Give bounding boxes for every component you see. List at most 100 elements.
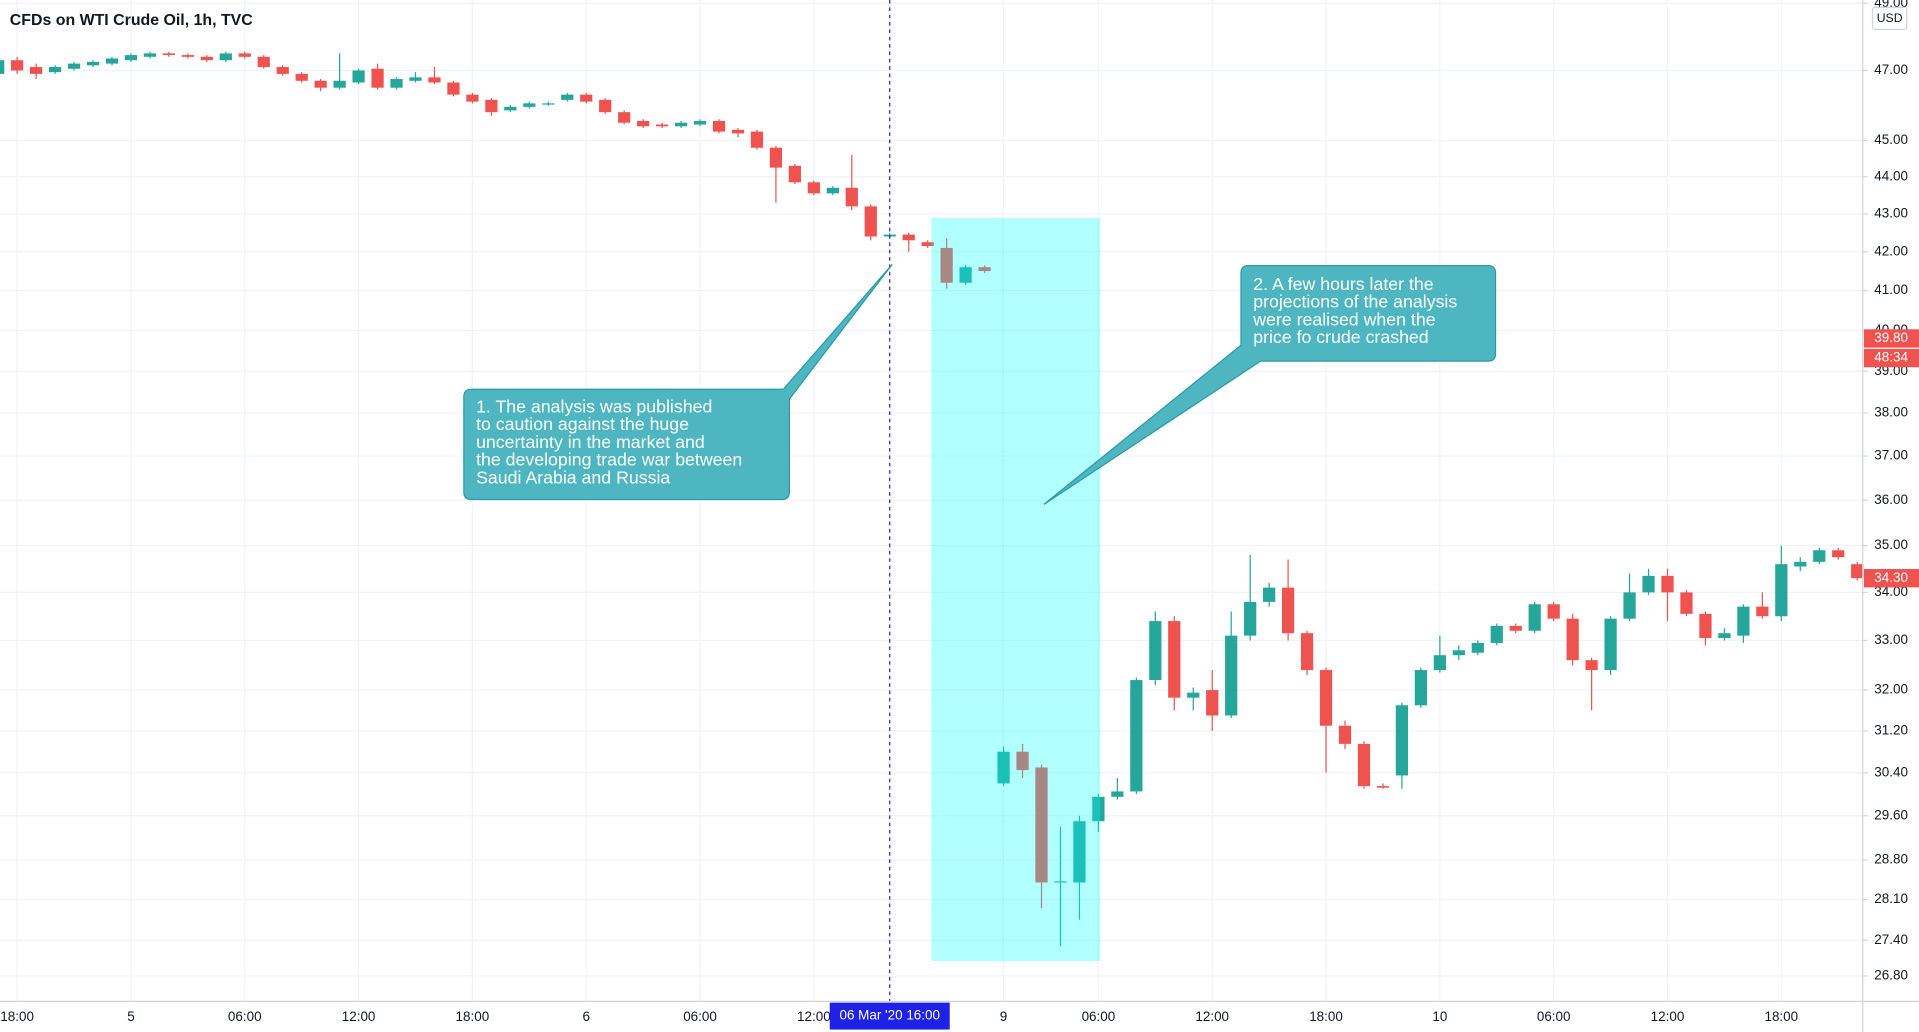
y-tick-label: 28.10 xyxy=(1874,891,1908,906)
candle-body xyxy=(1016,751,1029,771)
candle-body xyxy=(1263,587,1276,602)
candle-body xyxy=(1718,633,1731,639)
candle-body xyxy=(1319,670,1333,726)
candle-body xyxy=(219,53,232,61)
candle-body xyxy=(238,53,251,57)
candle-body xyxy=(523,103,536,107)
candle-body xyxy=(864,206,877,237)
candle-body xyxy=(409,77,422,81)
x-tick-label: 5 xyxy=(127,1009,134,1024)
candle-body xyxy=(257,56,270,68)
x-tick-label: 18:00 xyxy=(0,1009,34,1024)
candle-body xyxy=(276,67,289,74)
candle-body xyxy=(1585,660,1598,671)
candle-body xyxy=(1471,642,1484,653)
candle-body xyxy=(637,120,650,127)
candle-body xyxy=(1149,621,1162,681)
candle-body xyxy=(807,182,820,194)
candle-body xyxy=(674,122,688,127)
candle-body xyxy=(1547,604,1560,619)
candle-body xyxy=(390,79,403,88)
candle-body xyxy=(1490,625,1503,643)
y-tick-label: 29.60 xyxy=(1874,807,1908,822)
y-tick-label: 49.00 xyxy=(1874,0,1908,10)
candle-body xyxy=(1206,690,1219,716)
candle-body xyxy=(1111,791,1124,797)
candle-body xyxy=(655,124,669,127)
candle-body xyxy=(750,131,764,148)
crosshair-label-box xyxy=(829,1002,950,1030)
callout-text: uncertainty in the market and xyxy=(476,432,705,452)
candle-body xyxy=(940,247,953,283)
candle-body xyxy=(1054,881,1067,883)
highlight-zone xyxy=(931,217,1101,961)
candle-body xyxy=(1832,550,1845,558)
y-tick-label: 28.80 xyxy=(1874,851,1908,866)
candle-body xyxy=(314,80,327,88)
y-tick-label: 37.00 xyxy=(1874,448,1908,463)
candle-body xyxy=(580,94,593,102)
candle-body xyxy=(1281,587,1295,634)
x-tick-label: 12:00 xyxy=(342,1009,376,1024)
candle-body xyxy=(1509,625,1522,631)
candle-body xyxy=(1168,621,1181,698)
callout-text: 1. The analysis was published xyxy=(476,396,712,416)
candle-body xyxy=(124,55,138,61)
callout-text: projections of the analysis xyxy=(1253,292,1457,312)
y-tick-label: 36.00 xyxy=(1874,492,1908,507)
candle-body xyxy=(29,67,43,74)
candle-body xyxy=(902,234,915,241)
candle-body xyxy=(1092,796,1105,822)
candle-body xyxy=(1452,650,1465,656)
grid xyxy=(0,0,1863,1002)
x-tick-label: 6 xyxy=(582,1009,589,1024)
callout-text: were realised when the xyxy=(1252,309,1435,329)
candle-body xyxy=(1528,604,1541,631)
candle-body xyxy=(731,129,745,134)
currency-label: USD xyxy=(1877,11,1903,25)
candle-body xyxy=(1357,743,1371,787)
callout-text: the developing trade war between xyxy=(476,450,742,470)
candle-body xyxy=(504,106,517,111)
candle-body xyxy=(1376,786,1390,788)
candle-body xyxy=(1300,633,1314,671)
y-tick-label: 42.00 xyxy=(1874,243,1908,258)
candle-body xyxy=(48,67,62,73)
candle-body xyxy=(845,187,858,207)
candle-body xyxy=(997,751,1010,784)
x-tick-label: 18:00 xyxy=(1764,1009,1798,1024)
countdown-box xyxy=(1863,348,1919,368)
y-tick-label: 35.00 xyxy=(1874,537,1908,552)
y-tick-label: 33.00 xyxy=(1874,632,1908,647)
candle-body xyxy=(1130,680,1143,792)
candle-body xyxy=(788,165,802,183)
price-label-box xyxy=(1863,329,1919,348)
candle-body xyxy=(466,94,479,102)
y-tick-label: 34.00 xyxy=(1874,584,1908,599)
y-tick-label: 41.00 xyxy=(1874,282,1908,297)
crosshair-label: 06 Mar '20 16:00 xyxy=(839,1008,940,1023)
y-tick-label: 38.00 xyxy=(1874,405,1908,420)
x-tick-label: 12:00 xyxy=(797,1009,831,1024)
x-tick-label: 18:00 xyxy=(1309,1009,1343,1024)
countdown-label: 48:34 xyxy=(1874,350,1908,365)
x-tick-label: 12:00 xyxy=(1195,1009,1229,1024)
candle-body xyxy=(1851,564,1864,579)
candle-body xyxy=(485,99,498,113)
candle-body xyxy=(921,242,934,247)
callout-box xyxy=(1043,265,1497,505)
callout-text: price fo crude crashed xyxy=(1253,327,1428,347)
candle-body xyxy=(1813,550,1826,562)
callout-text: Saudi Arabia and Russia xyxy=(476,467,670,487)
candle-body xyxy=(447,82,460,95)
chart-title: CFDs on WTI Crude Oil, 1h, TVC xyxy=(10,12,253,29)
candle-body xyxy=(618,112,631,123)
candle-body xyxy=(1566,618,1579,661)
candle-body xyxy=(181,55,194,57)
candle-body xyxy=(959,267,972,283)
candle-body xyxy=(162,53,176,56)
x-tick-label: 06:00 xyxy=(228,1009,262,1024)
candle-body xyxy=(1433,655,1446,671)
